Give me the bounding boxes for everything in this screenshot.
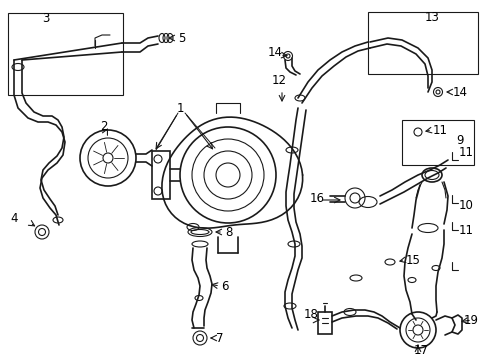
Text: 9: 9 (456, 134, 464, 147)
Text: 4: 4 (10, 212, 18, 225)
Text: 5: 5 (178, 32, 185, 45)
Bar (368, 12, 478, 74)
Text: 16: 16 (310, 192, 325, 204)
Text: 8: 8 (225, 225, 232, 239)
Text: 19: 19 (464, 314, 479, 327)
Bar (8, 13, 123, 95)
Text: 15: 15 (406, 253, 421, 266)
Text: 14: 14 (268, 45, 283, 59)
Bar (402, 120, 474, 165)
Text: 18: 18 (304, 309, 319, 321)
Text: 1: 1 (177, 102, 185, 114)
Text: 12: 12 (272, 73, 287, 86)
Bar (152, 151, 170, 199)
Text: 11: 11 (459, 224, 474, 237)
Text: 7: 7 (216, 332, 223, 345)
Text: 17: 17 (414, 343, 429, 356)
Text: 13: 13 (425, 10, 440, 23)
Text: 10: 10 (459, 198, 474, 212)
Text: 11: 11 (433, 123, 448, 136)
Text: 14: 14 (453, 86, 468, 99)
Text: 6: 6 (221, 279, 228, 292)
Text: 3: 3 (42, 12, 49, 24)
Text: 11: 11 (459, 145, 474, 158)
Bar (318, 312, 332, 334)
Text: 2: 2 (100, 120, 107, 132)
